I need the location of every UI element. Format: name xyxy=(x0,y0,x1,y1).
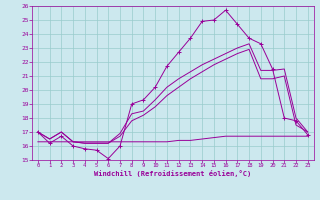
X-axis label: Windchill (Refroidissement éolien,°C): Windchill (Refroidissement éolien,°C) xyxy=(94,170,252,177)
